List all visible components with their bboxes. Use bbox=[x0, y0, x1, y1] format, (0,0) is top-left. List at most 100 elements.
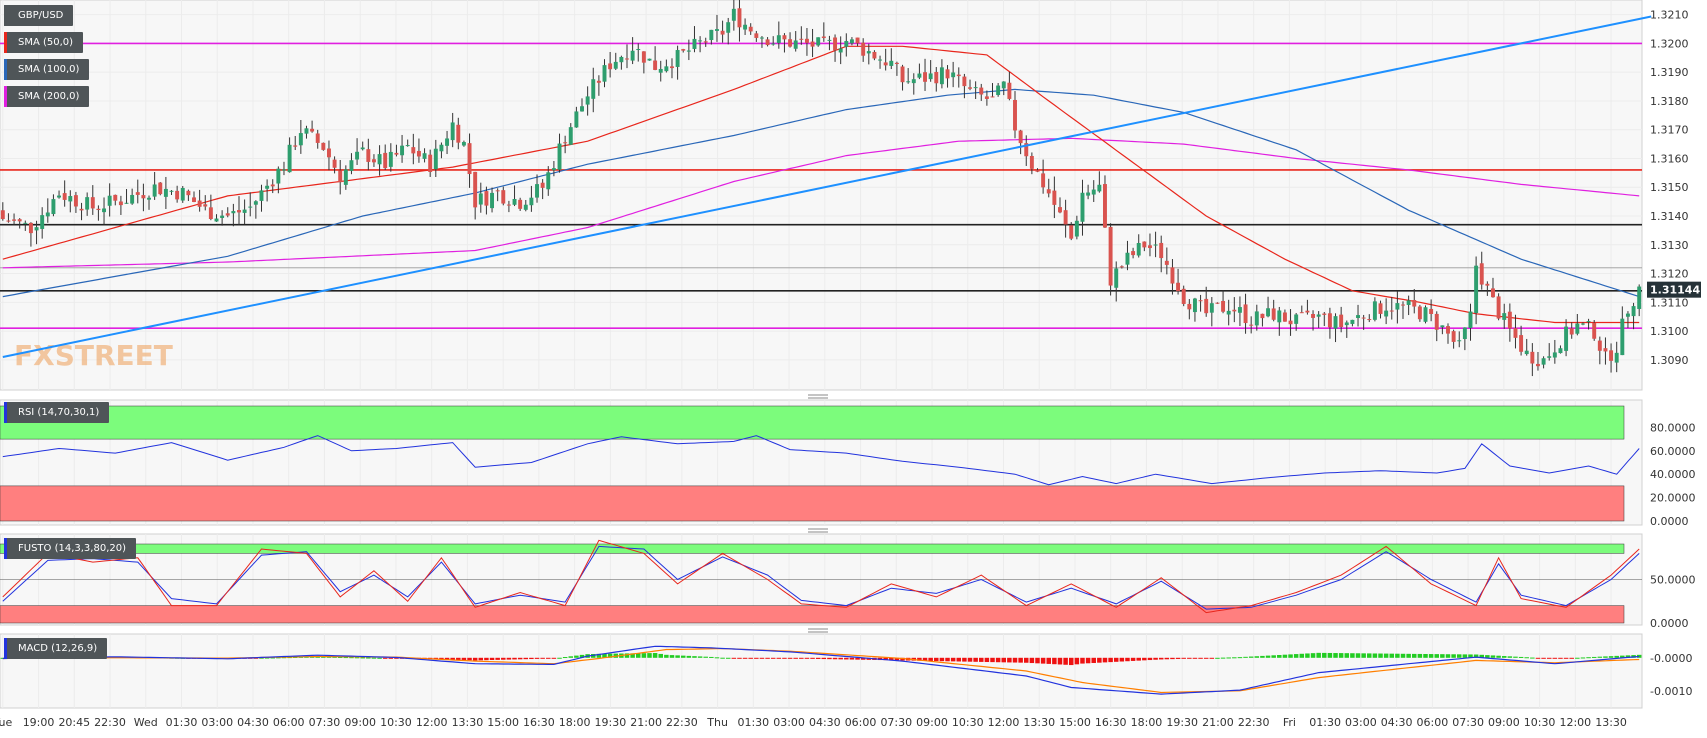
macd-histogram-bar bbox=[512, 657, 517, 660]
legend-symbol[interactable]: GBP/USD bbox=[4, 5, 74, 26]
candle-body bbox=[1063, 210, 1068, 225]
macd-histogram-bar bbox=[759, 657, 765, 659]
candle-body bbox=[1474, 265, 1479, 313]
macd-histogram-bar bbox=[607, 653, 613, 658]
candle-body bbox=[169, 190, 174, 192]
candle-body bbox=[923, 72, 927, 82]
x-tick-label: 01:30 bbox=[166, 716, 198, 729]
macd-histogram-bar bbox=[900, 657, 905, 661]
macd-histogram-bar bbox=[1007, 657, 1012, 663]
x-tick-label: 07:30 bbox=[1452, 716, 1484, 729]
fusto-y-tick-label: 50.0000 bbox=[1650, 574, 1696, 587]
macd-histogram-bar bbox=[1203, 657, 1209, 659]
candle-body bbox=[62, 193, 67, 200]
candle-body bbox=[1586, 321, 1591, 323]
candle-body bbox=[180, 187, 185, 201]
candle-body bbox=[866, 51, 871, 54]
rsi-y-tick-label: 60.0000 bbox=[1650, 445, 1696, 458]
macd-histogram-bar bbox=[1406, 653, 1411, 658]
candle-body bbox=[1603, 348, 1608, 352]
candle-body bbox=[276, 168, 281, 184]
legend-fusto[interactable]: FUSTO (14,3,3,80,20) bbox=[4, 538, 136, 559]
candle-body bbox=[343, 169, 348, 185]
macd-histogram-bar bbox=[804, 657, 810, 659]
candle-body bbox=[1001, 81, 1006, 89]
candle-body bbox=[1597, 340, 1602, 351]
macd-histogram-bar bbox=[1012, 657, 1018, 663]
candle-body bbox=[1322, 313, 1327, 315]
macd-histogram-bar bbox=[821, 657, 827, 660]
candle-body bbox=[355, 151, 360, 160]
macd-histogram-bar bbox=[1153, 657, 1158, 660]
x-tick-label: 19:30 bbox=[1166, 716, 1198, 729]
legend-macd[interactable]: MACD (12,26,9) bbox=[4, 638, 108, 659]
macd-histogram-bar bbox=[259, 657, 264, 659]
candle-body bbox=[1547, 356, 1552, 358]
macd-histogram-bar bbox=[928, 657, 933, 661]
candle-body bbox=[1046, 189, 1051, 194]
macd-histogram-bar bbox=[1248, 656, 1254, 658]
macd-histogram-bar bbox=[967, 657, 973, 662]
macd-histogram-bar bbox=[1479, 654, 1484, 658]
legend-sma100[interactable]: SMA (100,0) bbox=[4, 59, 90, 80]
candle-body bbox=[141, 195, 146, 199]
candle-body bbox=[1423, 307, 1428, 322]
candle-body bbox=[1367, 319, 1372, 321]
legend-swatch bbox=[4, 86, 7, 107]
legend-swatch bbox=[4, 538, 7, 559]
macd-histogram-bar bbox=[1080, 657, 1085, 664]
macd-histogram-bar bbox=[349, 657, 354, 659]
macd-histogram-bar bbox=[1338, 653, 1344, 658]
candle-body bbox=[675, 50, 680, 67]
macd-histogram-bar bbox=[523, 657, 529, 660]
legend-sma200[interactable]: SMA (200,0) bbox=[4, 86, 90, 107]
macd-histogram-bar bbox=[281, 657, 287, 659]
candle-body bbox=[1299, 312, 1304, 314]
candle-body bbox=[1074, 220, 1079, 237]
candle-body bbox=[473, 171, 478, 208]
candle-body bbox=[506, 204, 511, 206]
macd-histogram-bar bbox=[731, 657, 737, 659]
candle-body bbox=[1288, 320, 1293, 325]
candle-body bbox=[163, 188, 168, 197]
candle-body bbox=[838, 48, 843, 53]
macd-histogram-bar bbox=[680, 655, 686, 658]
fusto-k-line bbox=[2, 539, 1640, 614]
x-tick-label: 03:00 bbox=[1345, 716, 1377, 729]
macd-histogram-bar bbox=[945, 657, 950, 662]
legend-rsi[interactable]: RSI (14,70,30,1) bbox=[4, 402, 110, 423]
candle-body bbox=[310, 128, 315, 132]
legend-sma50[interactable]: SMA (50,0) bbox=[4, 32, 84, 53]
candle-body bbox=[28, 222, 33, 234]
candle-body bbox=[495, 190, 500, 192]
candle-body bbox=[1614, 352, 1619, 363]
macd-histogram-bar bbox=[1068, 657, 1074, 666]
candle-body bbox=[703, 41, 708, 43]
candle-body bbox=[1243, 304, 1248, 324]
candle-body bbox=[748, 26, 753, 32]
candle-body bbox=[371, 159, 376, 163]
candle-body bbox=[1080, 192, 1085, 222]
macd-histogram-bar bbox=[1052, 657, 1057, 665]
macd-histogram-bar bbox=[844, 657, 849, 660]
candle-body bbox=[214, 218, 219, 222]
candle-body bbox=[90, 197, 95, 209]
candle-body bbox=[1142, 241, 1147, 248]
candle-body bbox=[692, 38, 697, 49]
macd-histogram-bar bbox=[624, 653, 630, 658]
candle-body bbox=[1327, 313, 1332, 328]
macd-histogram-bar bbox=[360, 657, 365, 659]
candle-body bbox=[1198, 300, 1203, 302]
macd-histogram-bar bbox=[1170, 657, 1175, 660]
candle-body bbox=[203, 204, 208, 207]
candle-body bbox=[366, 149, 371, 162]
macd-histogram-bar bbox=[1142, 657, 1147, 661]
macd-histogram-bar bbox=[973, 657, 978, 662]
x-tick-label: Thu bbox=[706, 716, 728, 729]
x-tick-label: 10:30 bbox=[1524, 716, 1556, 729]
candle-body bbox=[737, 8, 742, 28]
candle-body bbox=[445, 138, 450, 146]
candle-body bbox=[51, 199, 56, 215]
x-tick-label: 12:00 bbox=[416, 716, 448, 729]
legend-label-rsi: RSI (14,70,30,1) bbox=[18, 407, 100, 418]
